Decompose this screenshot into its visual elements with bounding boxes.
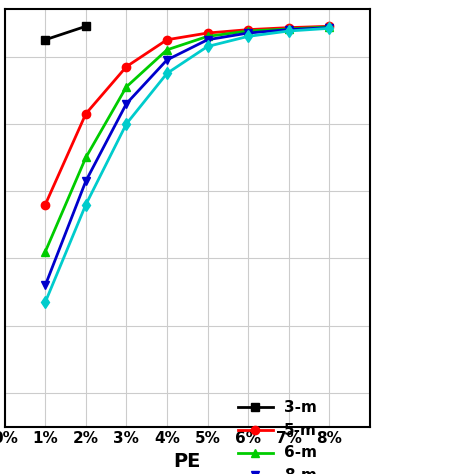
3-m	[43, 37, 48, 43]
8-m	[43, 283, 48, 288]
10-m	[83, 202, 89, 208]
10-m	[205, 44, 210, 49]
5-m	[205, 30, 210, 36]
5-m	[43, 202, 48, 208]
5-m	[326, 23, 332, 29]
3-m	[83, 23, 89, 29]
6-m	[245, 28, 251, 34]
10-m	[245, 34, 251, 39]
8-m	[83, 178, 89, 184]
5-m	[164, 37, 170, 43]
8-m	[205, 37, 210, 43]
10-m	[164, 71, 170, 76]
10-m	[43, 299, 48, 305]
5-m	[124, 64, 129, 70]
Legend: 3-m, 5-m, 6-m, 8-m, 10-m: 3-m, 5-m, 6-m, 8-m, 10-m	[238, 400, 327, 474]
10-m	[286, 28, 292, 34]
Line: 6-m: 6-m	[41, 23, 333, 256]
6-m	[286, 26, 292, 32]
8-m	[286, 27, 292, 33]
5-m	[83, 111, 89, 117]
Line: 10-m: 10-m	[41, 24, 333, 306]
8-m	[245, 30, 251, 36]
5-m	[286, 25, 292, 30]
8-m	[124, 101, 129, 107]
Line: 5-m: 5-m	[41, 22, 333, 209]
8-m	[326, 25, 332, 30]
6-m	[326, 24, 332, 30]
Line: 3-m: 3-m	[41, 22, 90, 44]
10-m	[326, 26, 332, 31]
10-m	[124, 121, 129, 127]
6-m	[43, 249, 48, 255]
6-m	[124, 84, 129, 90]
6-m	[205, 34, 210, 39]
6-m	[83, 155, 89, 160]
8-m	[164, 57, 170, 63]
6-m	[164, 47, 170, 53]
X-axis label: PE: PE	[173, 452, 201, 471]
Line: 8-m: 8-m	[41, 24, 333, 290]
5-m	[245, 27, 251, 33]
